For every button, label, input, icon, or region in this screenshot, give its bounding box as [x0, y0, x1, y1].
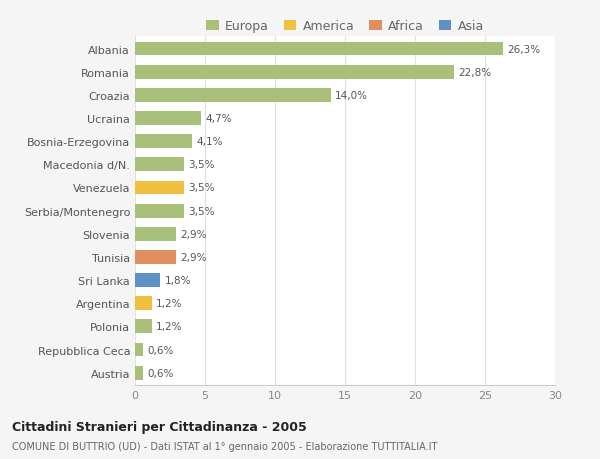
- Bar: [135, 43, 503, 56]
- Text: Cittadini Stranieri per Cittadinanza - 2005: Cittadini Stranieri per Cittadinanza - 2…: [12, 420, 307, 433]
- Text: 2,9%: 2,9%: [180, 252, 206, 263]
- Text: 14,0%: 14,0%: [335, 90, 368, 101]
- Text: 1,2%: 1,2%: [156, 298, 182, 308]
- Text: 1,8%: 1,8%: [164, 275, 191, 285]
- Text: COMUNE DI BUTTRIO (UD) - Dati ISTAT al 1° gennaio 2005 - Elaborazione TUTTITALIA: COMUNE DI BUTTRIO (UD) - Dati ISTAT al 1…: [12, 441, 437, 451]
- Text: 1,2%: 1,2%: [156, 322, 182, 332]
- Legend: Europa, America, Africa, Asia: Europa, America, Africa, Asia: [206, 20, 484, 33]
- Bar: [135, 112, 201, 126]
- Bar: [135, 135, 193, 149]
- Bar: [135, 204, 184, 218]
- Bar: [135, 274, 160, 287]
- Text: 22,8%: 22,8%: [458, 67, 491, 78]
- Text: 0,6%: 0,6%: [148, 345, 174, 355]
- Text: 4,7%: 4,7%: [205, 114, 232, 124]
- Text: 0,6%: 0,6%: [148, 368, 174, 378]
- Bar: [135, 251, 176, 264]
- Bar: [135, 297, 152, 310]
- Text: 26,3%: 26,3%: [508, 45, 541, 55]
- Bar: [135, 158, 184, 172]
- Bar: [135, 181, 184, 195]
- Bar: [135, 89, 331, 102]
- Bar: [135, 343, 143, 357]
- Bar: [135, 320, 152, 334]
- Text: 3,5%: 3,5%: [188, 183, 215, 193]
- Text: 2,9%: 2,9%: [180, 229, 206, 239]
- Bar: [135, 227, 176, 241]
- Text: 3,5%: 3,5%: [188, 160, 215, 170]
- Bar: [135, 366, 143, 380]
- Text: 3,5%: 3,5%: [188, 206, 215, 216]
- Text: 4,1%: 4,1%: [197, 137, 223, 147]
- Bar: [135, 66, 454, 79]
